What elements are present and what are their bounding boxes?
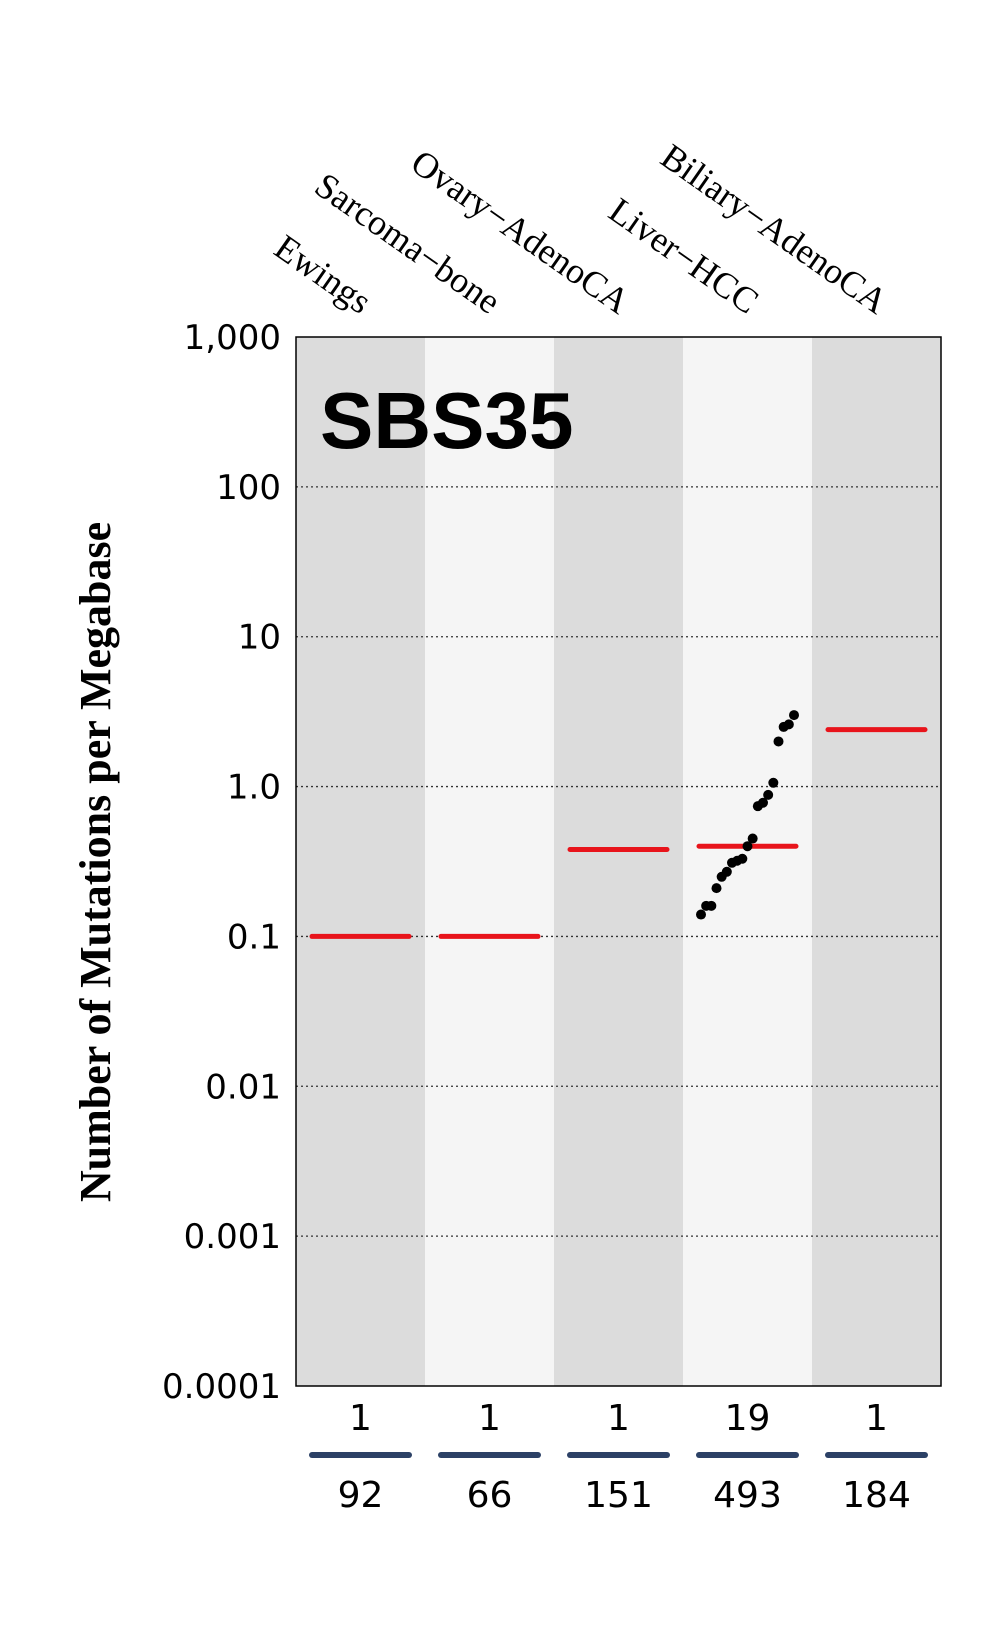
total-samples: 66	[467, 1475, 513, 1516]
samples-with-signature: 1	[349, 1398, 372, 1439]
data-point	[747, 833, 758, 844]
category-labels: EwingsSarcoma−boneOvary−AdenoCALiver−HCC…	[267, 136, 894, 321]
data-point	[706, 900, 717, 911]
data-point	[721, 866, 732, 877]
y-tick-label: 1.0	[227, 768, 281, 808]
y-axis-label: Number of Mutations per Megabase	[71, 522, 120, 1202]
y-tick-label: 0.1	[227, 917, 281, 957]
band-1	[425, 337, 554, 1386]
data-point	[696, 909, 706, 920]
median-lines	[309, 727, 928, 939]
data-point	[789, 710, 799, 721]
band-4	[812, 337, 941, 1386]
data-point	[768, 777, 779, 788]
sample-counts: 1 92 1 66 1 151 19 493 1 184	[309, 1398, 928, 1516]
band-0	[296, 337, 425, 1386]
y-tick-label: 100	[216, 468, 281, 508]
data-points	[696, 710, 799, 920]
samples-with-signature: 1	[865, 1398, 888, 1439]
chart-title: SBS35	[320, 376, 573, 465]
samples-with-signature: 1	[478, 1398, 501, 1439]
category-label: Biliary−AdenoCA	[654, 136, 895, 321]
y-tick-label: 0.001	[184, 1217, 281, 1257]
data-point	[711, 883, 722, 894]
data-point	[763, 789, 774, 800]
samples-with-signature: 19	[725, 1398, 771, 1439]
plot-frame	[295, 336, 942, 1387]
y-tick-label: 0.01	[205, 1067, 281, 1107]
y-tick-label: 10	[238, 618, 281, 658]
y-axis-ticks: 0.0001 0.001 0.01 0.1 1.0 10 100 1,000	[162, 318, 281, 1407]
band-3	[683, 337, 812, 1386]
category-bands	[296, 337, 941, 1386]
total-samples: 184	[842, 1475, 911, 1516]
category-label: Ewings	[267, 227, 378, 322]
data-point	[742, 841, 753, 852]
data-point	[758, 797, 768, 808]
category-label: Ovary−AdenoCA	[404, 142, 637, 322]
data-point	[737, 853, 748, 864]
data-point	[773, 736, 784, 747]
samples-with-signature: 1	[607, 1398, 630, 1439]
total-samples: 151	[584, 1475, 653, 1516]
data-point	[783, 719, 794, 730]
y-tick-label: 1,000	[184, 318, 281, 358]
band-2	[554, 337, 683, 1386]
total-samples: 493	[713, 1475, 782, 1516]
total-samples: 92	[338, 1475, 384, 1516]
y-tick-label: 0.0001	[162, 1367, 281, 1407]
